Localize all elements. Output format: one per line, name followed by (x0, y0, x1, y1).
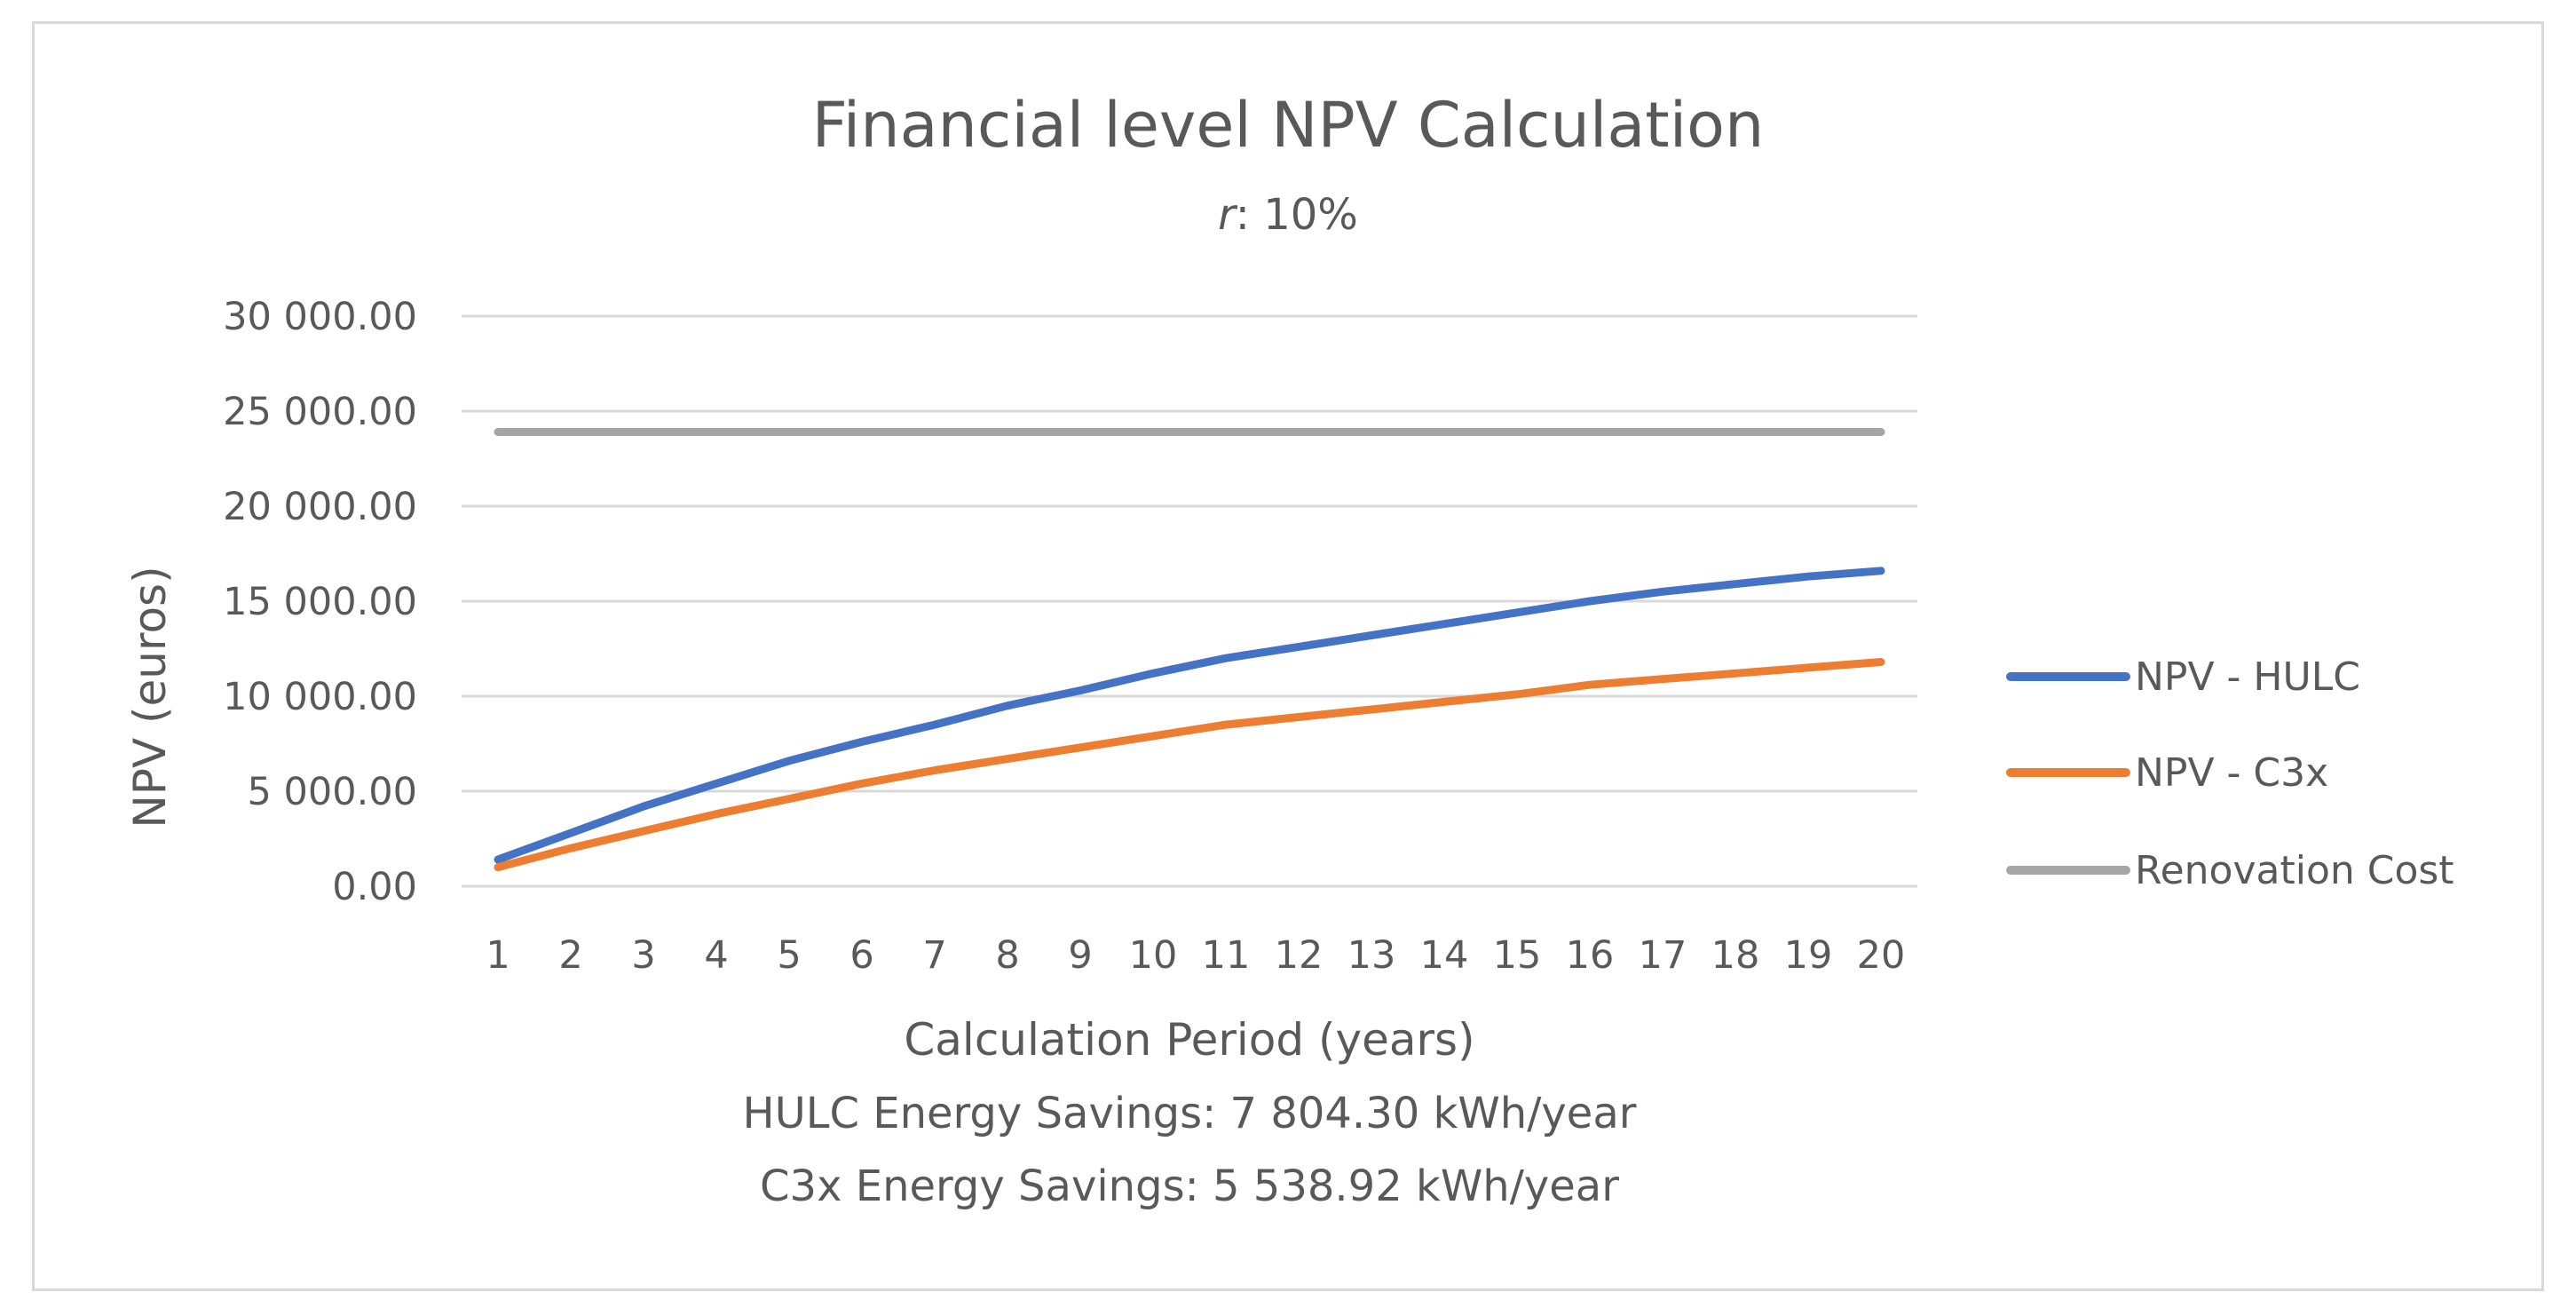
legend: NPV - HULC NPV - C3x Renovation Cost (2006, 654, 2454, 893)
x-tick-label: 7 (922, 933, 946, 978)
series-line-npv-c3x (494, 658, 1885, 872)
x-tick-label: 19 (1784, 933, 1833, 978)
y-tick-label: 0.00 (332, 865, 417, 909)
x-tick-labels: 1 2 3 4 5 6 7 8 9 10 11 12 13 14 15 16 17 18 19 20 (486, 933, 1905, 978)
x-tick-label: 10 (1129, 933, 1178, 978)
chart-frame (32, 21, 2544, 1291)
y-tick-label: 10 000.00 (223, 675, 417, 719)
x-tick-label: 20 (1857, 933, 1906, 978)
y-tick-labels: 0.00 5 000.00 10 000.00 15 000.00 20 000.00 2… (223, 295, 417, 909)
x-tick-label: 11 (1202, 933, 1251, 978)
x-tick-label: 13 (1347, 933, 1396, 978)
x-tick-label: 6 (849, 933, 873, 978)
hulc-energy-savings-note: HULC Energy Savings: 7 804.30 kWh/year (743, 1089, 1637, 1138)
y-tick-label: 20 000.00 (223, 485, 417, 529)
y-tick-label: 30 000.00 (223, 295, 417, 339)
x-tick-label: 18 (1711, 933, 1760, 978)
x-tick-label: 4 (704, 933, 728, 978)
x-tick-label: 1 (486, 933, 510, 978)
legend-label-npv-hulc: NPV - HULC (2135, 654, 2360, 700)
gridlines (462, 314, 1917, 888)
x-tick-label: 5 (777, 933, 801, 978)
x-tick-label: 8 (995, 933, 1019, 978)
x-tick-label: 9 (1068, 933, 1092, 978)
x-tick-label: 17 (1639, 933, 1687, 978)
chart-title: Financial level NPV Calculation (812, 89, 1765, 162)
legend-label-npv-c3x: NPV - C3x (2135, 750, 2328, 796)
series-lines (494, 428, 1885, 872)
y-tick-label: 5 000.00 (248, 770, 417, 814)
x-axis-title: Calculation Period (years) (904, 1014, 1474, 1066)
x-tick-label: 16 (1566, 933, 1615, 978)
x-tick-label: 12 (1275, 933, 1324, 978)
x-tick-label: 14 (1420, 933, 1469, 978)
c3x-energy-savings-note: C3x Energy Savings: 5 538.92 kWh/year (760, 1161, 1619, 1211)
y-tick-label: 15 000.00 (223, 580, 417, 624)
chart-subtitle: r: 10% (1218, 190, 1358, 240)
x-tick-label: 3 (631, 933, 655, 978)
series-line-npv-hulc (494, 567, 1885, 864)
y-tick-label: 25 000.00 (223, 390, 417, 434)
legend-label-renovation-cost: Renovation Cost (2135, 848, 2454, 893)
x-tick-label: 15 (1493, 933, 1542, 978)
y-axis-title: NPV (euros) (124, 566, 176, 828)
x-tick-label: 2 (558, 933, 582, 978)
